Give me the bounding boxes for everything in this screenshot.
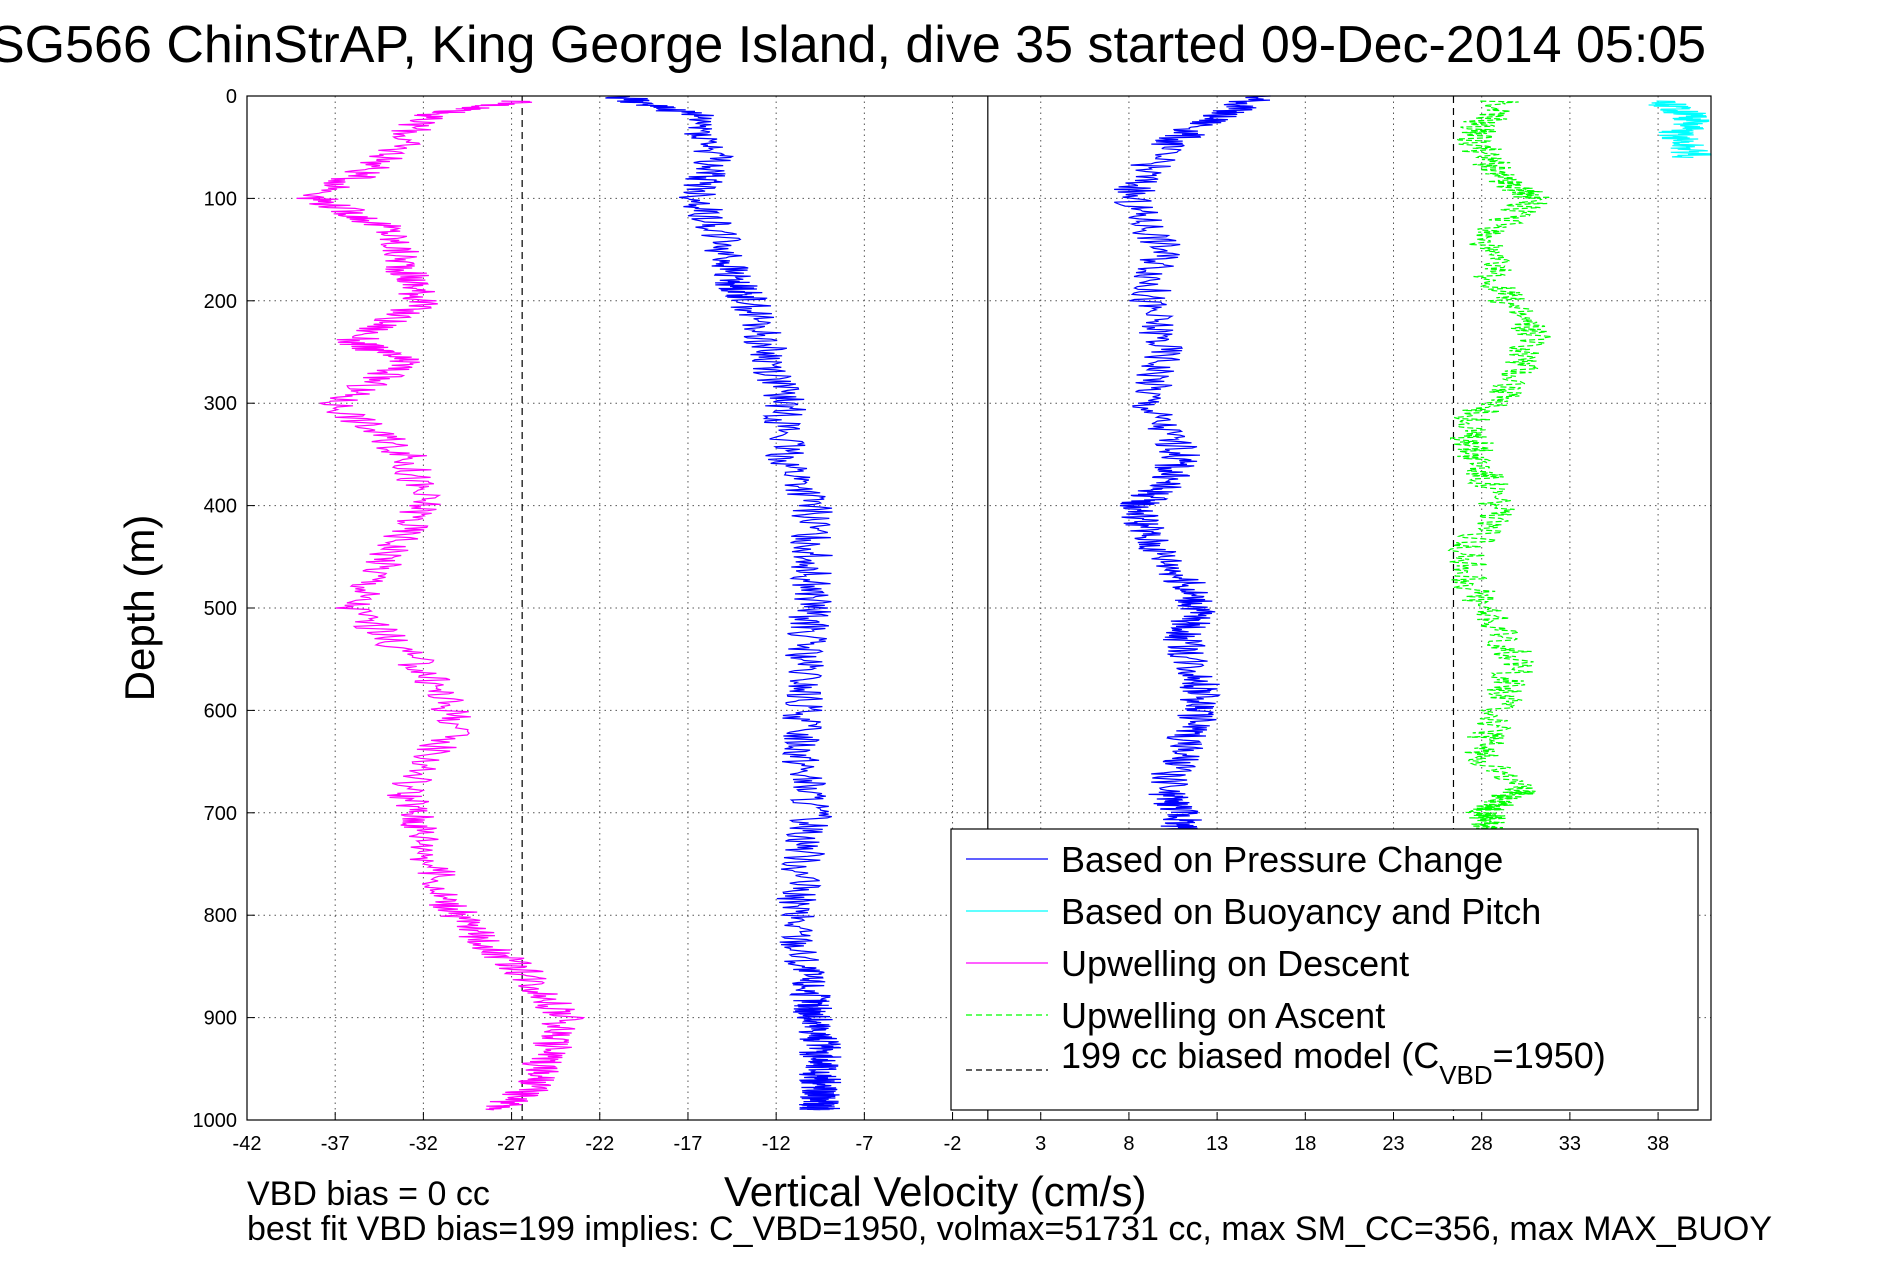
x-tick-label: -22 xyxy=(585,1133,614,1155)
legend-label-pressure: Based on Pressure Change xyxy=(1061,839,1503,880)
y-tick-label: 0 xyxy=(226,86,237,108)
x-tick-label: -2 xyxy=(944,1133,962,1155)
x-tick-label: -32 xyxy=(409,1133,438,1155)
series-line xyxy=(1648,100,1712,158)
vbd-bias-note: VBD bias = 0 cc xyxy=(247,1175,490,1213)
x-tick-label: -7 xyxy=(855,1133,873,1155)
y-tick-label: 700 xyxy=(204,803,237,825)
x-tick-label: 38 xyxy=(1647,1133,1669,1155)
y-tick-label: 400 xyxy=(204,496,237,518)
legend-label-buoyancy: Based on Buoyancy and Pitch xyxy=(1061,891,1541,932)
y-axis-label: Depth (m) xyxy=(116,515,163,702)
x-tick-label: -17 xyxy=(674,1133,703,1155)
y-tick-label: 500 xyxy=(204,598,237,620)
x-axis-ticks: -42 -37 -32 -27 -22 -17 -12 -7 -2 3 8 13 18 23 28 33 38 xyxy=(233,1112,1669,1155)
x-tick-label: 18 xyxy=(1294,1133,1316,1155)
legend-label-ascent: Upwelling on Ascent xyxy=(1061,995,1385,1036)
x-tick-label: 13 xyxy=(1206,1133,1228,1155)
x-tick-label: 23 xyxy=(1382,1133,1404,1155)
x-tick-label: 28 xyxy=(1471,1133,1493,1155)
y-tick-label: 200 xyxy=(204,291,237,313)
legend: Based on Pressure Change Based on Buoyan… xyxy=(950,828,1699,1111)
x-tick-label: 3 xyxy=(1035,1133,1046,1155)
x-tick-label: -37 xyxy=(321,1133,350,1155)
y-axis-ticks: 0 100 200 300 400 500 600 700 800 900 1000 xyxy=(193,86,255,1132)
x-tick-label: -12 xyxy=(762,1133,791,1155)
y-tick-label: 800 xyxy=(204,905,237,927)
x-tick-label: -27 xyxy=(497,1133,526,1155)
y-tick-label: 900 xyxy=(204,1008,237,1030)
x-axis-label: Vertical Velocity (cm/s) xyxy=(724,1168,1146,1215)
chart-title: SG566 ChinStrAP, King George Island, div… xyxy=(0,16,1706,74)
best-fit-note: best fit VBD bias=199 implies: C_VBD=195… xyxy=(247,1210,1772,1248)
series-line xyxy=(1447,100,1552,834)
x-tick-label: 33 xyxy=(1559,1133,1581,1155)
series-line xyxy=(605,95,842,1111)
series-line xyxy=(296,100,586,1111)
legend-box xyxy=(950,828,1699,1111)
x-tick-label: 8 xyxy=(1123,1133,1134,1155)
legend-label-model: 199 cc biased model (CVBD=1950) xyxy=(1061,1035,1606,1090)
x-tick-label: -42 xyxy=(233,1133,262,1155)
y-tick-label: 300 xyxy=(204,393,237,415)
y-tick-label: 100 xyxy=(204,188,237,210)
series-line xyxy=(1114,95,1271,845)
y-tick-label: 1000 xyxy=(193,1110,238,1132)
series-layer xyxy=(296,95,1712,1111)
legend-label-descent: Upwelling on Descent xyxy=(1061,943,1409,984)
y-tick-label: 600 xyxy=(204,700,237,722)
